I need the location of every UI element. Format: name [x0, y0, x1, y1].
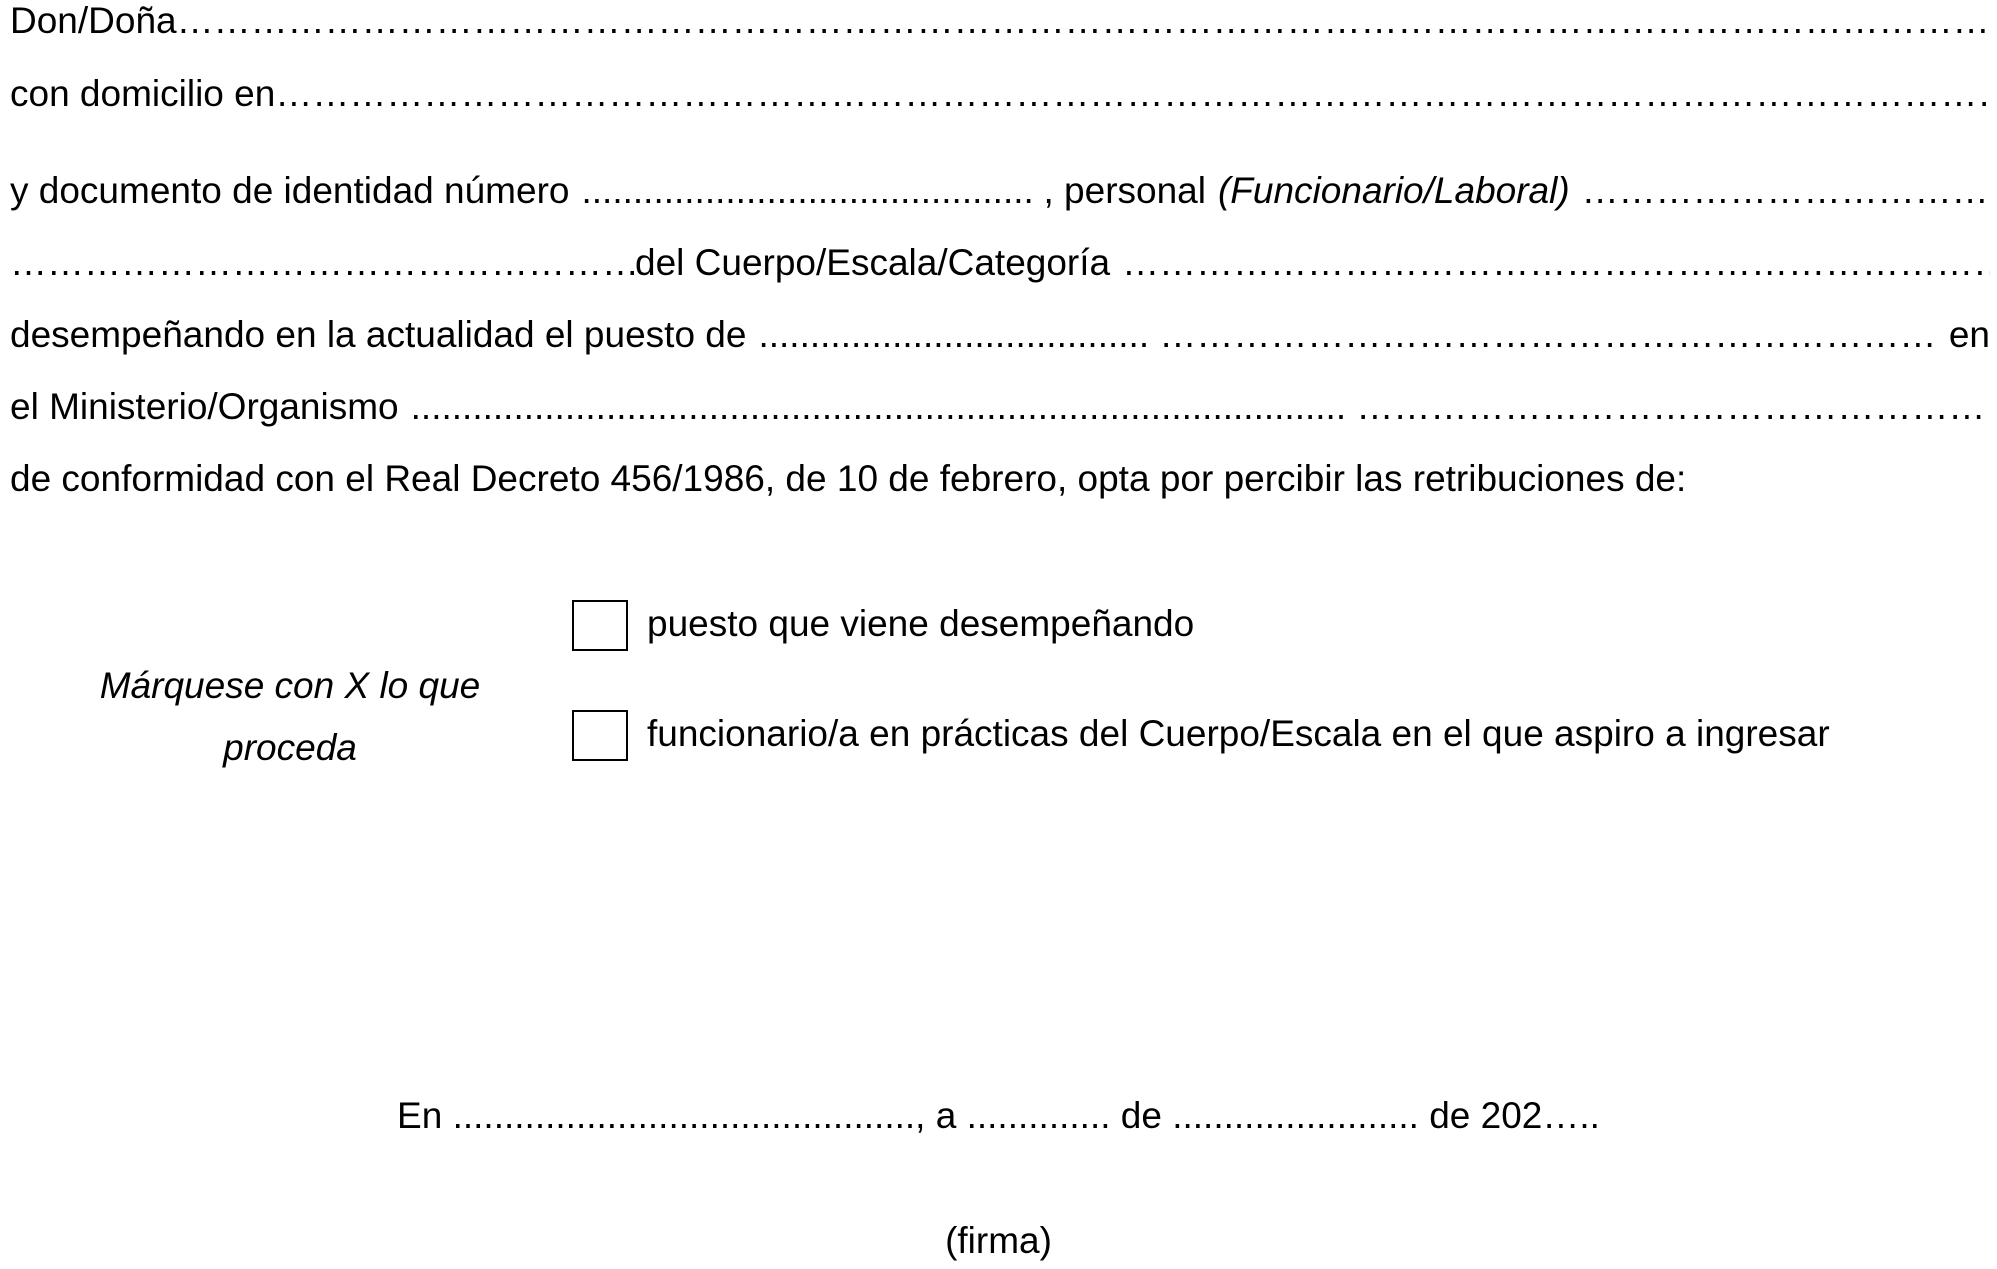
id-line: y documento de identidad número ........… — [10, 170, 1990, 216]
id-label: y documento de identidad número — [10, 170, 570, 211]
puesto-label: desempeñando en la actualidad el puesto … — [10, 314, 747, 355]
checkbox-puesto[interactable] — [572, 600, 628, 651]
name-line: Don/Doña …………………………………………………………………………………… — [10, 0, 1990, 46]
checkbox-funcionario-practicas[interactable] — [572, 710, 628, 761]
name-field[interactable]: …………………………………………………………………………………………………………… — [176, 0, 1990, 41]
decreto-line: de conformidad con el Real Decreto 456/1… — [10, 458, 1990, 504]
decreto-text: de conformidad con el Real Decreto 456/1… — [10, 458, 1687, 499]
option-funcionario-practicas-label: funcionario/a en prácticas del Cuerpo/Es… — [647, 713, 1830, 754]
address-label: con domicilio en — [10, 73, 276, 114]
personal-type-hint: (Funcionario/Laboral) — [1217, 170, 1570, 211]
option-puesto-label: puesto que viene desempeñando — [647, 603, 1195, 644]
address-line: con domicilio en ……………………………………………………………… — [10, 73, 1990, 119]
signature-label: (firma) — [945, 1220, 1052, 1261]
name-label: Don/Doña — [10, 0, 177, 41]
place-date-line[interactable]: En .....................................… — [397, 1095, 1600, 1136]
cuerpo-label: del Cuerpo/Escala/Categoría — [635, 242, 1111, 283]
id-number-field[interactable]: ........................................… — [581, 170, 1031, 211]
ministerio-field[interactable]: ........................................… — [410, 386, 1990, 427]
personal-label: , personal — [1043, 170, 1206, 211]
personal-type-field-continued[interactable]: ………………………………………………………………… — [10, 242, 635, 283]
instruction-line-2: proceda — [223, 727, 357, 768]
puesto-end-label: en — [1948, 314, 1990, 355]
instruction-text: Márquese con X lo que proceda — [40, 655, 540, 779]
puesto-line: desempeñando en la actualidad el puesto … — [10, 314, 1990, 360]
cuerpo-line: ………………………………………………………………… del Cuerpo/Esc… — [10, 242, 1990, 288]
instruction-line-1: Márquese con X lo que — [99, 665, 481, 706]
puesto-field[interactable]: ...................................... …… — [758, 314, 1937, 355]
ministerio-label: el Ministerio/Organismo — [10, 386, 399, 427]
cuerpo-field[interactable]: ………………………………………………………………………………..........… — [1122, 242, 1990, 283]
ministerio-line: el Ministerio/Organismo ................… — [10, 386, 1990, 432]
personal-type-field[interactable]: ……………………………………………… — [1581, 170, 1990, 211]
address-field[interactable]: …………………………………………………………………………………………………………… — [275, 73, 1990, 114]
